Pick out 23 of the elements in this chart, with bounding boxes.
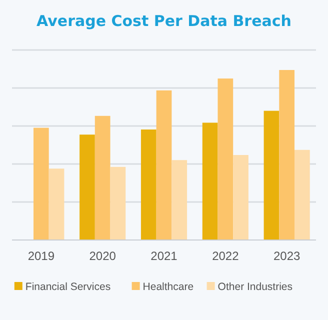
bar: [94, 116, 110, 240]
x-tick-label: 2023: [273, 249, 300, 263]
bar: [172, 160, 188, 240]
legend-label: Financial Services: [25, 281, 111, 293]
bar: [233, 155, 248, 240]
legend-label: Healthcare: [142, 281, 194, 293]
bar: [279, 70, 295, 240]
bar: [80, 134, 95, 240]
x-tick-label: 2022: [212, 249, 240, 263]
bar: [33, 128, 49, 240]
bar: [218, 78, 234, 240]
bar: [294, 150, 310, 240]
bar: [156, 90, 172, 240]
bar: [264, 110, 280, 240]
bar: [48, 168, 64, 240]
legend-label: Other Industries: [218, 281, 293, 293]
x-tick-label: 2019: [28, 249, 55, 263]
bar: [110, 166, 126, 240]
bar: [140, 130, 156, 240]
x-tick-label: 2021: [150, 249, 178, 263]
chart-title: Average Cost Per Data Breach: [36, 12, 292, 30]
bar: [202, 122, 218, 240]
x-tick-label: 2020: [89, 249, 116, 263]
